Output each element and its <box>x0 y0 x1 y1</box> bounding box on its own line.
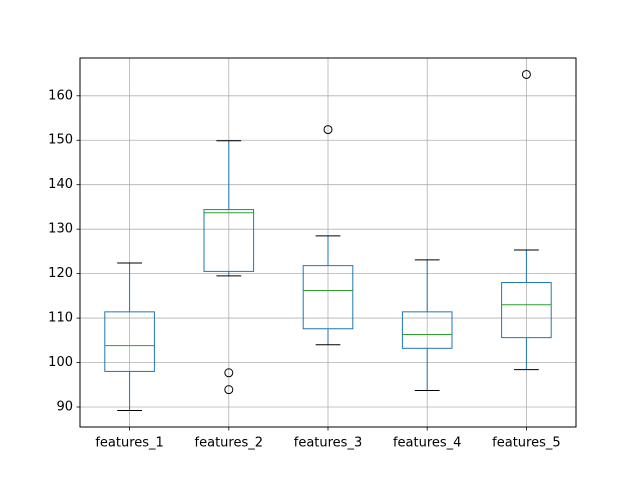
y-tick-label: 100 <box>48 355 73 370</box>
x-tick-label: features_4 <box>393 436 461 451</box>
box-iqr <box>401 311 453 349</box>
box-group-features_2 <box>203 140 255 395</box>
box-group-features_4 <box>401 259 453 392</box>
y-tick-label: 130 <box>48 222 73 237</box>
box-group-features_3 <box>302 125 354 346</box>
y-tick-label: 150 <box>48 133 73 148</box>
box-series <box>104 69 552 412</box>
box-iqr <box>501 282 552 339</box>
x-tick-label: features_3 <box>294 436 362 451</box>
box-group-features_1 <box>104 262 155 412</box>
axis-ticks: 90 100 110 120 130 140 150 160 features_1 feature… <box>48 88 560 450</box>
x-tick-label: features_5 <box>492 436 560 451</box>
outlier-point <box>224 368 234 378</box>
x-tick-label: features_1 <box>95 436 163 451</box>
box-iqr <box>203 209 255 272</box>
y-tick-label: 110 <box>48 311 73 326</box>
box-iqr <box>104 311 155 372</box>
outlier-point <box>224 385 234 395</box>
y-tick-label: 120 <box>48 266 73 281</box>
y-tick-label: 140 <box>48 177 73 192</box>
y-tick-label: 90 <box>56 399 73 414</box>
outlier-point <box>323 125 333 135</box>
x-tick-label: features_2 <box>195 436 263 451</box>
box-iqr <box>302 265 354 330</box>
y-tick-label: 160 <box>48 88 73 103</box>
box-group-features_5 <box>501 69 552 371</box>
outlier-point <box>521 69 531 79</box>
